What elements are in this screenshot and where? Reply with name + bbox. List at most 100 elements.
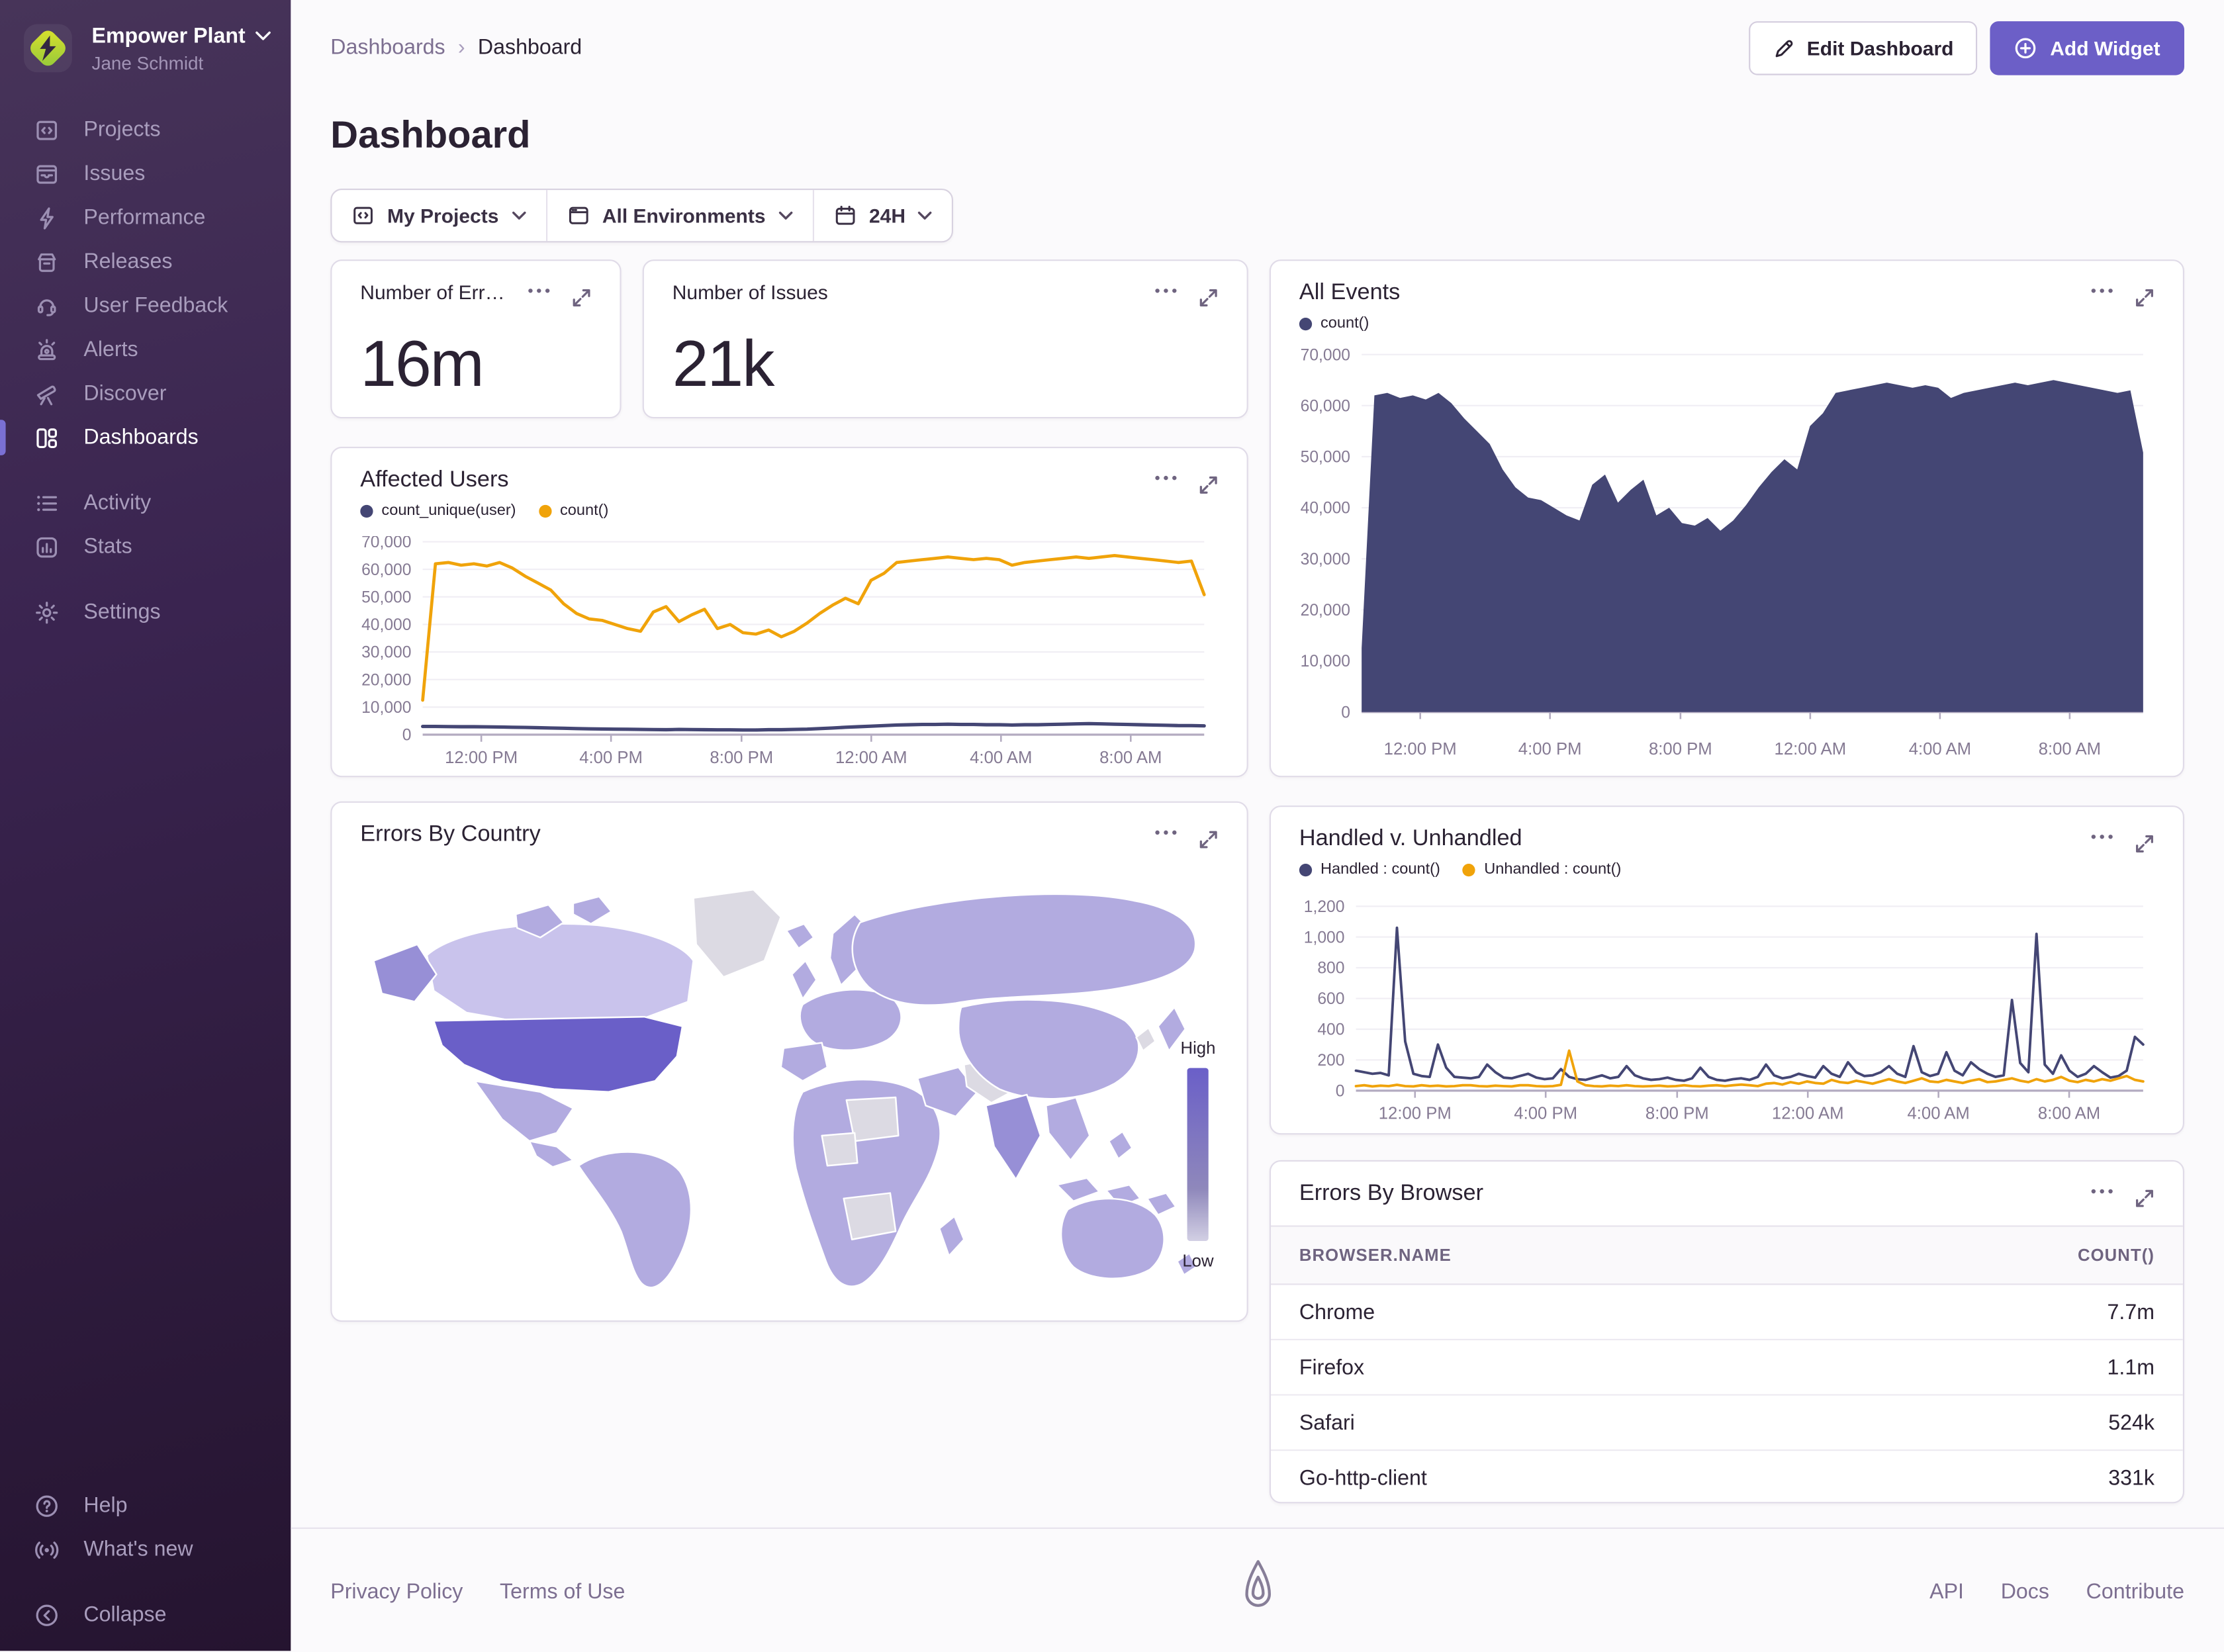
sidebar-item-label: What's new (83, 1537, 193, 1561)
philippines (1109, 1132, 1132, 1159)
sidebar-item-label: Settings (83, 600, 160, 623)
widget-errors-by-country: Errors By Country (330, 802, 1248, 1322)
add-widget-button[interactable]: Add Widget (1990, 21, 2184, 75)
widget-expand-button[interactable] (1199, 830, 1219, 850)
sidebar-item-label: Collapse (83, 1602, 166, 1626)
gear-icon (34, 599, 60, 625)
country-niger (822, 1133, 858, 1166)
chevron-down-icon (512, 211, 526, 220)
all-events-chart[interactable]: 010,00020,00030,00040,00050,00060,00070,… (1291, 344, 2160, 763)
contribute-link[interactable]: Contribute (2086, 1580, 2184, 1604)
series-dot (539, 504, 551, 517)
count-cell: 331k (2108, 1466, 2154, 1490)
sidebar-item-releases[interactable]: Releases (0, 240, 291, 283)
widget-expand-button[interactable] (572, 288, 592, 308)
breadcrumb-dashboards-link[interactable]: Dashboards (330, 36, 445, 60)
sidebar-item-issues[interactable]: Issues (0, 152, 291, 195)
sidebar-item-performance[interactable]: Performance (0, 196, 291, 240)
arctic-islands (573, 897, 612, 924)
country-alaska (373, 944, 436, 1002)
svg-text:8:00 AM: 8:00 AM (2039, 740, 2101, 758)
chevron-down-icon (255, 30, 271, 40)
plus-circle-icon (2015, 37, 2037, 60)
country-russia (853, 894, 1195, 1005)
widget-menu-button[interactable] (1154, 475, 1177, 495)
table-row: Firefox 1.1m (1271, 1340, 2183, 1396)
widget-expand-button[interactable] (2135, 834, 2154, 854)
widget-menu-button[interactable] (2091, 288, 2113, 308)
browser-name-cell: Safari (1299, 1410, 1355, 1434)
widget-menu-button[interactable] (2091, 1189, 2113, 1209)
projects-icon (34, 117, 60, 143)
map-legend-gradient (1187, 1068, 1209, 1241)
svg-text:4:00 AM: 4:00 AM (970, 749, 1032, 767)
table-row: Go-http-client 331k (1271, 1451, 2183, 1504)
widget-title: Errors By Browser (1299, 1181, 1483, 1207)
sidebar-item-label: Activity (83, 490, 151, 514)
chart-legend: count() (1271, 308, 2183, 332)
widget-menu-button[interactable] (1154, 288, 1177, 308)
sidebar-item-dashboards[interactable]: Dashboards (0, 416, 291, 459)
sidebar-item-alerts[interactable]: Alerts (0, 328, 291, 371)
sidebar-item-discover[interactable]: Discover (0, 371, 291, 415)
iberia (781, 1042, 827, 1081)
affected-users-chart[interactable]: 010,00020,00030,00040,00050,00060,00070,… (351, 536, 1221, 772)
breadcrumb-current: Dashboard (478, 36, 582, 60)
widget-expand-button[interactable] (1199, 288, 1219, 308)
time-range-filter[interactable]: 24H (813, 190, 952, 241)
widget-menu-button[interactable] (1154, 830, 1177, 850)
column-browser-name: BROWSER.NAME (1299, 1245, 1452, 1265)
sidebar-item-label: Stats (83, 535, 132, 559)
svg-text:8:00 AM: 8:00 AM (2038, 1105, 2100, 1123)
api-link[interactable]: API (1929, 1580, 1964, 1604)
svg-text:50,000: 50,000 (361, 588, 411, 606)
sidebar-item-stats[interactable]: Stats (0, 525, 291, 569)
table-row: Chrome 7.7m (1271, 1285, 2183, 1340)
sidebar-item-help[interactable]: Help (0, 1483, 291, 1527)
widget-menu-button[interactable] (528, 288, 550, 308)
sidebar-item-projects[interactable]: Projects (0, 108, 291, 152)
svg-text:20,000: 20,000 (1301, 602, 1350, 620)
svg-text:4:00 PM: 4:00 PM (1518, 740, 1582, 758)
widget-affected-users: Affected Users count_unique(user) count(… (330, 447, 1248, 777)
country-india (986, 1095, 1041, 1179)
widget-expand-button[interactable] (2135, 288, 2154, 308)
project-filter-icon (351, 205, 374, 227)
map-legend: High Low (1181, 1038, 1216, 1271)
sidebar-item-settings[interactable]: Settings (0, 590, 291, 633)
svg-text:0: 0 (1341, 704, 1350, 721)
org-switcher[interactable]: Empower Plant Jane Schmidt (0, 0, 291, 97)
handled-unhandled-chart[interactable]: 02004006008001,0001,20012:00 PM4:00 PM8:… (1291, 897, 2160, 1127)
legend-label: count() (1320, 315, 1369, 332)
activity-list-icon (34, 490, 60, 516)
docs-link[interactable]: Docs (2001, 1580, 2049, 1604)
svg-text:40,000: 40,000 (1301, 500, 1350, 518)
privacy-policy-link[interactable]: Privacy Policy (330, 1580, 463, 1604)
column-count: COUNT() (2078, 1245, 2154, 1265)
svg-text:30,000: 30,000 (1301, 551, 1350, 569)
sidebar-item-label: Projects (83, 118, 160, 142)
widget-expand-button[interactable] (1199, 475, 1219, 495)
terms-of-use-link[interactable]: Terms of Use (500, 1580, 625, 1604)
widget-title: Affected Users (360, 468, 508, 494)
sidebar-item-activity[interactable]: Activity (0, 481, 291, 524)
svg-text:20,000: 20,000 (361, 671, 411, 689)
lightning-icon (34, 205, 60, 231)
environment-filter[interactable]: All Environments (547, 190, 812, 241)
svg-text:4:00 PM: 4:00 PM (579, 749, 643, 767)
project-filter[interactable]: My Projects (332, 190, 545, 241)
world-map[interactable] (351, 874, 1213, 1302)
sidebar-item-whats-new[interactable]: What's new (0, 1528, 291, 1571)
series-dot (1299, 317, 1312, 330)
svg-text:0: 0 (1336, 1082, 1345, 1100)
pencil-icon (1773, 38, 1794, 59)
legend-label: count_unique(user) (381, 502, 516, 520)
sidebar-item-user-feedback[interactable]: User Feedback (0, 284, 291, 328)
edit-dashboard-button[interactable]: Edit Dashboard (1749, 21, 1978, 75)
svg-text:4:00 PM: 4:00 PM (1514, 1105, 1577, 1123)
stats-icon (34, 534, 60, 560)
legend-label: Handled : count() (1320, 861, 1440, 878)
sidebar-collapse-button[interactable]: Collapse (0, 1592, 291, 1636)
widget-expand-button[interactable] (2135, 1189, 2154, 1209)
widget-menu-button[interactable] (2091, 834, 2113, 854)
